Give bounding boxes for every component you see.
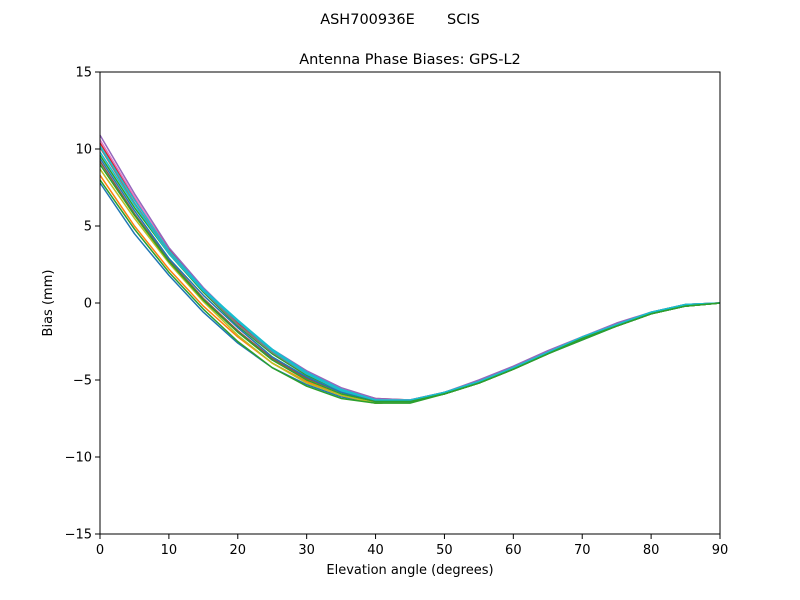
x-axis-label: Elevation angle (degrees) (326, 563, 493, 578)
x-tick-label: 90 (712, 543, 729, 558)
y-tick-label: 15 (75, 66, 92, 81)
x-tick-label: 10 (161, 543, 178, 558)
plot-area (99, 71, 721, 535)
y-tick-label: 10 (75, 143, 92, 158)
y-axis-ticks: −15 −10 −5 0 5 10 15 (65, 66, 100, 543)
x-tick-label: 70 (574, 543, 591, 558)
x-tick-label: 50 (436, 543, 453, 558)
series-line-13 (99, 145, 721, 401)
y-tick-label: −10 (65, 451, 92, 466)
chart-title: Antenna Phase Biases: GPS-L2 (299, 52, 521, 68)
x-tick-label: 30 (298, 543, 315, 558)
x-tick-label: 60 (505, 543, 522, 558)
y-tick-label: −15 (65, 528, 92, 543)
figure-suptitle: ASH700936E SCIS (320, 12, 480, 28)
y-tick-label: 0 (84, 297, 92, 312)
x-axis-ticks: 0 10 20 30 40 50 60 70 80 90 (96, 534, 728, 558)
series-group (99, 134, 721, 404)
y-tick-label: −5 (73, 374, 92, 389)
axes-background (100, 72, 720, 534)
y-tick-label: 5 (84, 220, 92, 235)
x-tick-label: 20 (230, 543, 247, 558)
x-tick-label: 80 (643, 543, 660, 558)
series-line-14 (99, 163, 721, 403)
x-tick-label: 40 (367, 543, 384, 558)
y-axis-label: Bias (mm) (41, 270, 56, 337)
x-tick-label: 0 (96, 543, 104, 558)
